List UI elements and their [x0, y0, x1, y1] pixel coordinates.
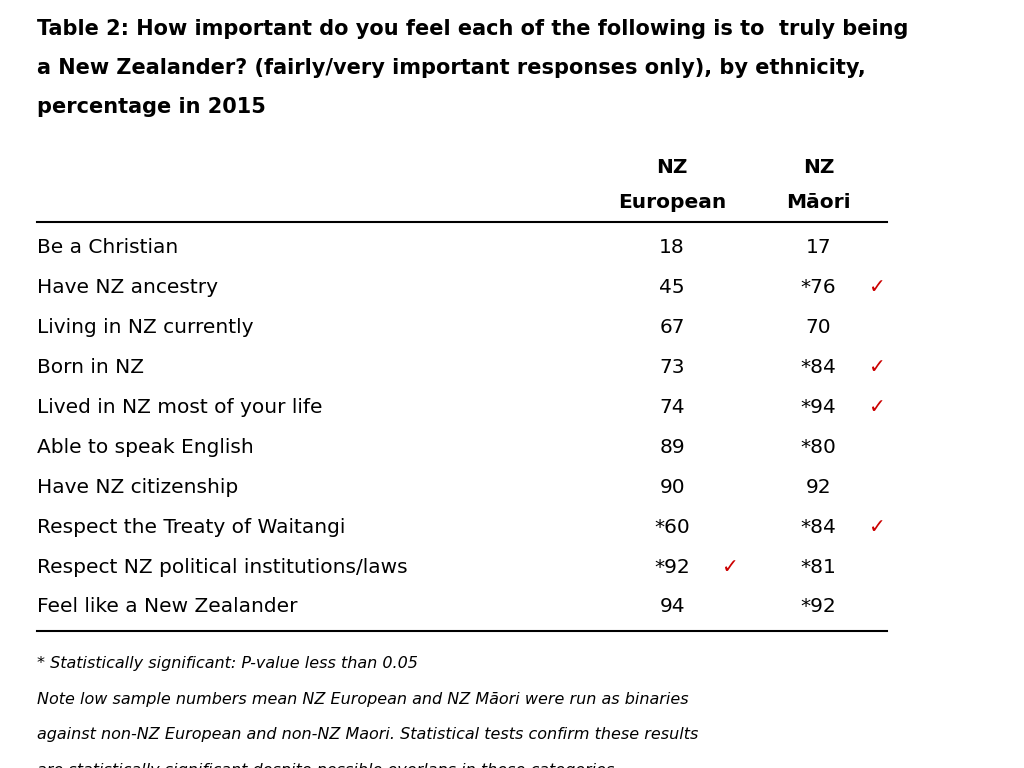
Text: 17: 17 — [806, 238, 831, 257]
Text: ✓: ✓ — [868, 358, 886, 377]
Text: 70: 70 — [806, 318, 831, 337]
Text: 94: 94 — [659, 598, 685, 617]
Text: ✓: ✓ — [868, 518, 886, 537]
Text: Born in NZ: Born in NZ — [37, 358, 143, 377]
Text: 18: 18 — [659, 238, 685, 257]
Text: Note low sample numbers mean NZ European and NZ Māori were run as binaries: Note low sample numbers mean NZ European… — [37, 692, 688, 707]
Text: Have NZ ancestry: Have NZ ancestry — [37, 278, 217, 297]
Text: Respect NZ political institutions/laws: Respect NZ political institutions/laws — [37, 558, 408, 577]
Text: Māori: Māori — [786, 193, 851, 212]
Text: NZ: NZ — [656, 157, 688, 177]
Text: *92: *92 — [654, 558, 690, 577]
Text: ✓: ✓ — [723, 558, 739, 577]
Text: 74: 74 — [659, 398, 685, 417]
Text: Able to speak English: Able to speak English — [37, 438, 253, 457]
Text: *80: *80 — [801, 438, 837, 457]
Text: *60: *60 — [654, 518, 690, 537]
Text: Feel like a New Zealander: Feel like a New Zealander — [37, 598, 297, 617]
Text: Be a Christian: Be a Christian — [37, 238, 178, 257]
Text: are statistically significant despite possible overlaps in these categories: are statistically significant despite po… — [37, 763, 614, 768]
Text: * Statistically significant: P-value less than 0.05: * Statistically significant: P-value les… — [37, 657, 418, 671]
Text: 67: 67 — [659, 318, 685, 337]
Text: *94: *94 — [801, 398, 837, 417]
Text: *76: *76 — [801, 278, 837, 297]
Text: Respect the Treaty of Waitangi: Respect the Treaty of Waitangi — [37, 518, 345, 537]
Text: *81: *81 — [801, 558, 837, 577]
Text: Living in NZ currently: Living in NZ currently — [37, 318, 253, 337]
Text: percentage in 2015: percentage in 2015 — [37, 97, 265, 117]
Text: 73: 73 — [659, 358, 685, 377]
Text: 45: 45 — [659, 278, 685, 297]
Text: ✓: ✓ — [868, 398, 886, 417]
Text: against non-NZ European and non-NZ Maori. Statistical tests confirm these result: against non-NZ European and non-NZ Maori… — [37, 727, 698, 742]
Text: *84: *84 — [801, 358, 837, 377]
Text: 92: 92 — [806, 478, 831, 497]
Text: a New Zealander? (fairly/very important responses only), by ethnicity,: a New Zealander? (fairly/very important … — [37, 58, 865, 78]
Text: *84: *84 — [801, 518, 837, 537]
Text: *92: *92 — [801, 598, 837, 617]
Text: NZ: NZ — [803, 157, 835, 177]
Text: 90: 90 — [659, 478, 685, 497]
Text: ✓: ✓ — [868, 278, 886, 297]
Text: Have NZ citizenship: Have NZ citizenship — [37, 478, 238, 497]
Text: European: European — [618, 193, 726, 212]
Text: Lived in NZ most of your life: Lived in NZ most of your life — [37, 398, 323, 417]
Text: Table 2: How important do you feel each of the following is to  truly being: Table 2: How important do you feel each … — [37, 19, 908, 39]
Text: 89: 89 — [659, 438, 685, 457]
